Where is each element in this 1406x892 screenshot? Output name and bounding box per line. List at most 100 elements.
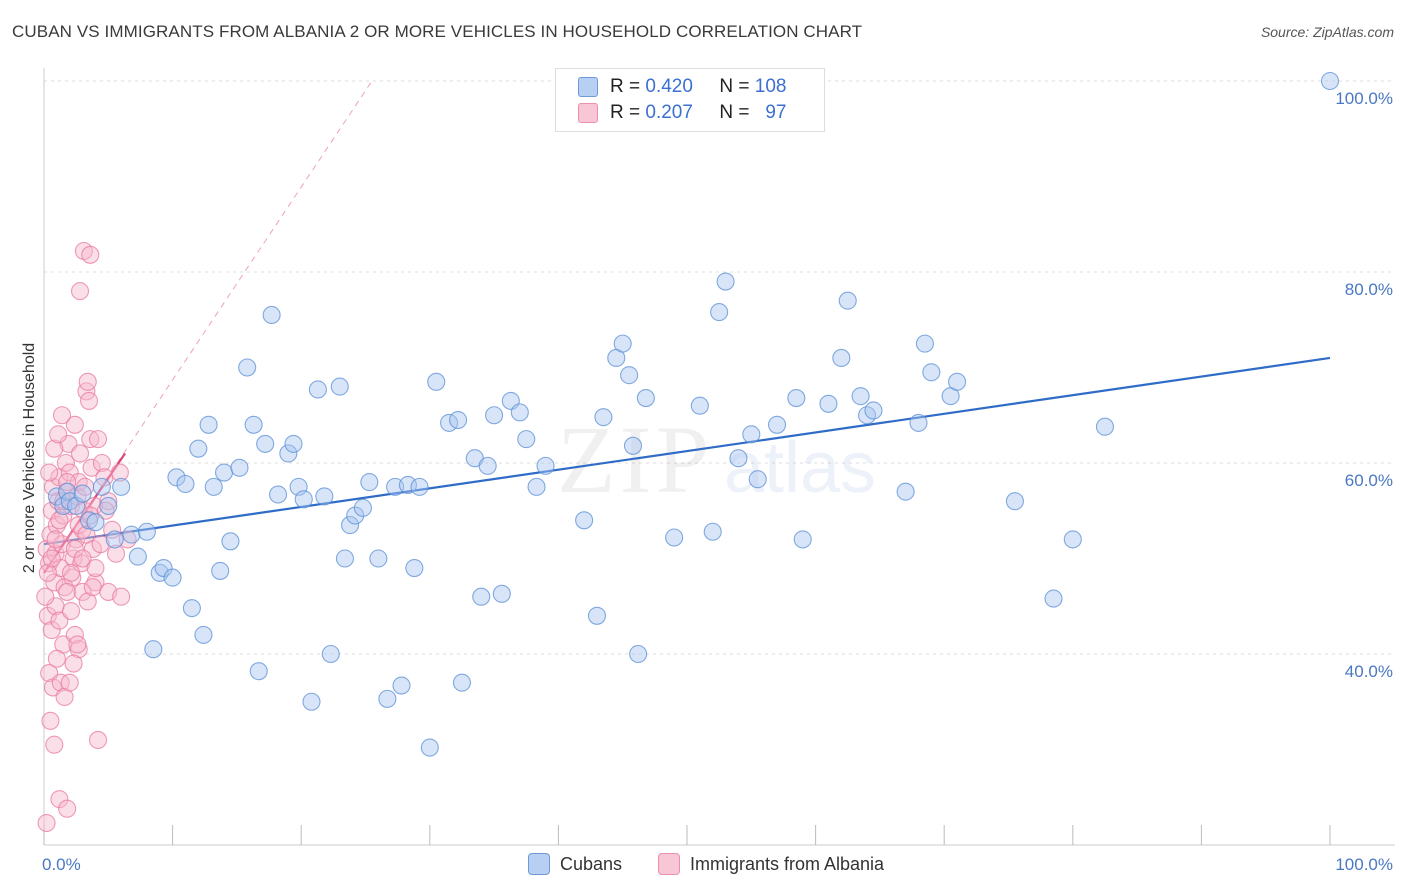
legend-r-label: R = [610,102,641,123]
legend-row-albania: R = 0.207 N = 97 [578,101,786,125]
albania-point [47,516,66,535]
cubans-point [410,477,429,496]
albania-point [43,477,63,496]
cubans-point [620,366,639,385]
cubans-point [199,415,218,434]
cubans-point [302,692,321,711]
cubans-point [128,547,147,566]
data-points [36,71,1340,833]
cubans-point [427,372,446,391]
albania-point [52,406,72,425]
cubans-point [112,477,131,496]
albania-point [68,635,87,654]
cubans-point [832,348,851,368]
cubans-point [527,477,546,496]
legend-n-value: 108 [754,76,787,97]
x-tick-label: 0.0% [42,855,81,874]
y-tick-label: 100.0% [1335,89,1393,108]
source-label: Source: ZipAtlas.com [1260,24,1394,40]
albania-point [61,563,81,582]
albania-point [77,525,96,544]
cubans-point [137,522,156,541]
legend-r-value: 0.420 [645,76,693,97]
bottom-legend-albania: Immigrants from Albania [658,852,884,876]
cubans-point [86,513,105,532]
cubans-point [729,449,748,468]
albania-point [86,558,105,578]
cubans-point [398,475,417,495]
cubans-point [594,408,613,427]
cubans-point [851,387,870,406]
axes [43,68,1395,846]
cubans-point [613,334,632,353]
cubans-point [238,358,257,377]
albania-point [91,535,110,554]
cubans-point [1044,589,1063,608]
cubans-point [485,406,504,425]
cubans-point [665,528,684,547]
cubans-point [105,530,124,549]
cubans-point [767,415,787,434]
cubans-point [787,389,806,408]
albania-point [61,601,81,621]
cubans-trend-line [43,356,1331,546]
albania-point [83,578,102,597]
cubans-point [144,640,163,659]
tick-labels: 40.0% 60.0% 80.0% 100.0% 0.0% 100.0% [42,89,1393,874]
cubans-point [211,561,230,580]
cubans-point [517,430,536,449]
x-tick-label: 100.0% [1335,855,1393,874]
cubans-point [122,525,141,544]
albania-swatch [578,103,598,123]
cubans-point [167,468,186,487]
cubans-point [742,425,761,444]
albania-point [70,282,90,301]
albania-point [88,430,108,449]
cubans-point [405,558,424,578]
cubans-point [1063,530,1082,549]
albania-point [50,790,69,809]
cubans-point [716,272,735,291]
cubans-point [948,372,967,391]
albania-point [112,587,131,606]
cubans-point [182,599,201,618]
cubans-point [346,506,365,525]
cubans-point [690,396,709,415]
cubans-point [308,380,327,399]
cubans-point [909,413,928,432]
albania-point [37,813,56,833]
cubans-point [315,487,334,506]
bottom-legend-cubans: Cubans [528,852,622,876]
cubans-point [99,496,118,516]
legend-n-label: N = [719,102,750,123]
albania-point [67,530,86,549]
y-tick-label: 80.0% [1345,280,1393,299]
cubans-point [896,482,915,501]
albania-point [65,539,84,559]
cubans-point [819,394,838,413]
cubans-point [341,516,360,535]
y-tick-label: 60.0% [1345,471,1393,490]
cubans-point [587,606,607,625]
cubans-point [536,456,555,475]
cubans-point [294,490,313,509]
cubans-point [244,415,263,434]
cubans-point [1320,71,1340,91]
cubans-point [636,389,655,408]
cubans-point [189,439,208,458]
cubans-point [79,511,99,530]
cubans-point [510,403,529,422]
cubans-point [864,401,883,420]
albania-legend-label: Immigrants from Albania [690,853,885,874]
stats-legend: R = 0.420 N = 108 R = 0.207 N = 97 [555,68,825,132]
cubans-point [176,474,195,494]
cubans-point [492,584,511,603]
cubans-point [335,549,354,568]
cubans-point [194,625,213,644]
albania-point [40,554,59,573]
cubans-point [321,644,340,664]
albania-point [58,582,77,601]
albania-point [45,735,64,754]
cubans-legend-label: Cubans [560,853,623,874]
